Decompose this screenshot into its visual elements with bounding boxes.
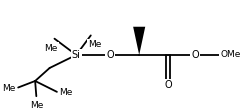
Text: Si: Si xyxy=(72,50,81,60)
Text: Me: Me xyxy=(2,84,16,93)
Text: O: O xyxy=(191,50,199,60)
Text: OMe: OMe xyxy=(220,50,241,59)
Text: Me: Me xyxy=(59,88,73,97)
Text: O: O xyxy=(164,80,172,90)
Text: Me: Me xyxy=(30,101,43,110)
Text: O: O xyxy=(106,50,114,60)
Text: Me: Me xyxy=(44,44,58,53)
Text: Me: Me xyxy=(88,40,101,49)
Polygon shape xyxy=(133,27,145,55)
